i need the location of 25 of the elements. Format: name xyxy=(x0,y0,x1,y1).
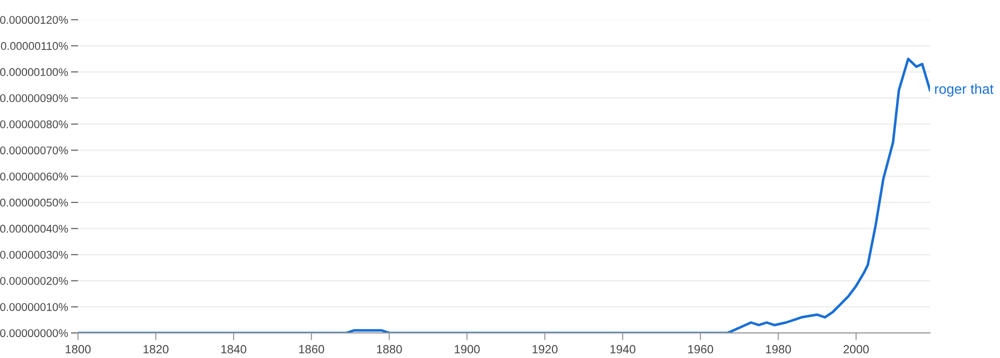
y-tick-label: 0.00000030% xyxy=(0,250,68,259)
y-tick-label: 0.00000000% xyxy=(0,329,68,338)
y-tick-label: 0.00000050% xyxy=(0,198,68,207)
y-tick-label: 0.00000090% xyxy=(0,94,68,102)
series-label: roger that xyxy=(935,84,994,97)
x-tick-label: 1820 xyxy=(144,345,168,354)
x-tick-label: 1800 xyxy=(66,345,91,354)
y-tick-label: 0.00000080% xyxy=(0,120,68,128)
y-tick-label: 0.00000040% xyxy=(0,224,68,233)
x-tick-label: 1960 xyxy=(688,345,714,354)
y-tick-label: 0.00000100% xyxy=(0,68,68,76)
x-tick-label: 1900 xyxy=(454,345,480,354)
x-tick-label: 1860 xyxy=(299,345,324,354)
x-tick-label: 1840 xyxy=(221,345,246,354)
x-tick-label: 1940 xyxy=(610,345,636,354)
x-tick-label: 1920 xyxy=(532,345,558,354)
x-tick-label: 2000 xyxy=(844,345,869,354)
y-tick-label: 0.00000110% xyxy=(0,42,68,50)
y-tick-label: 0.00000010% xyxy=(0,303,68,311)
x-tick-label: 1980 xyxy=(766,345,791,354)
y-tick-label: 0.00000120% xyxy=(0,16,68,24)
y-tick-label: 0.00000020% xyxy=(0,277,68,285)
y-tick-label: 0.00000060% xyxy=(0,172,68,180)
y-tick-label: 0.00000070% xyxy=(0,146,68,154)
x-tick-label: 1880 xyxy=(377,345,402,354)
